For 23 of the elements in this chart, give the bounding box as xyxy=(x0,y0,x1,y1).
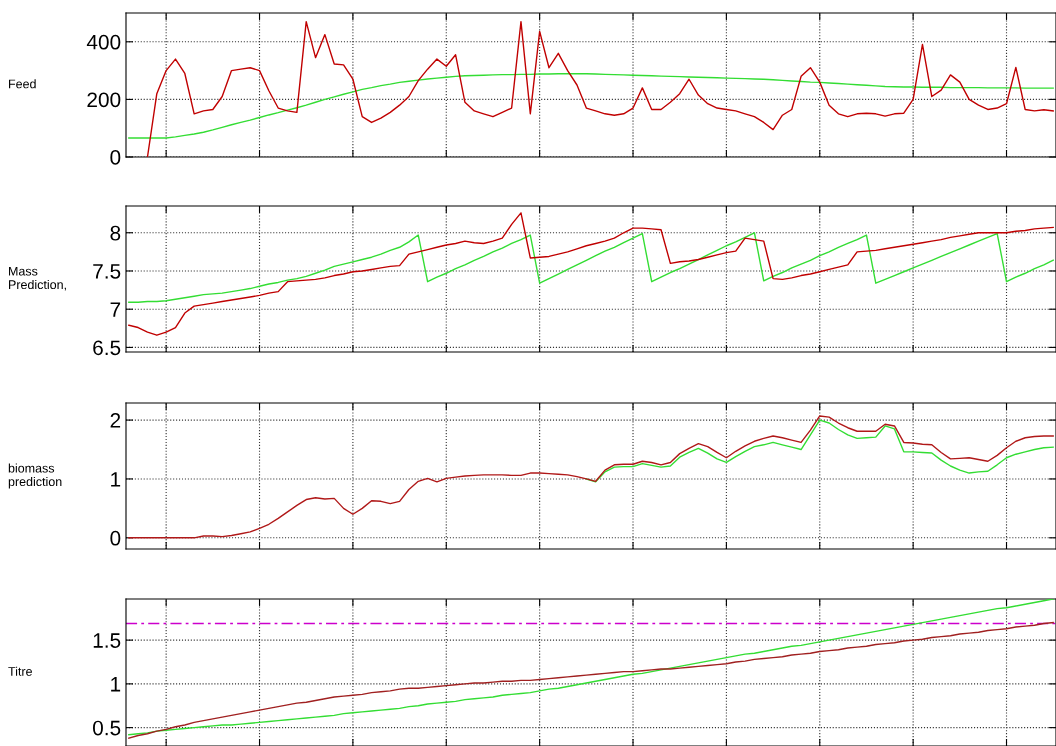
y-tick-label: 0 xyxy=(110,150,121,165)
line-series xyxy=(128,415,1054,539)
y-tick-label: 200 xyxy=(87,92,121,108)
line-series xyxy=(128,232,1054,304)
line-series xyxy=(128,621,1054,739)
y-tick-label: 2 xyxy=(110,413,121,428)
y-axis-title: Titre xyxy=(8,666,32,676)
y-tick-label: 1.5 xyxy=(93,633,121,648)
y-axis-title: Feed xyxy=(9,79,36,89)
y-tick-label: 1 xyxy=(111,677,121,692)
y-axis-title: biomass prediction xyxy=(8,463,62,489)
y-tick-label: 7.5 xyxy=(93,264,121,279)
y-tick-label: 0.5 xyxy=(92,720,121,736)
y-tick-label: 8 xyxy=(110,225,121,241)
y-tick-label: 1 xyxy=(111,472,121,487)
line-series xyxy=(128,212,1054,336)
line-series xyxy=(128,73,1054,139)
y-tick-label: 7 xyxy=(110,302,121,317)
y-tick-label: 400 xyxy=(86,34,121,50)
y-axis-title: Mass Prediction, xyxy=(9,266,66,291)
line-series xyxy=(146,20,1054,157)
y-tick-label: 0 xyxy=(110,530,121,546)
y-tick-label: 6.5 xyxy=(93,340,121,356)
